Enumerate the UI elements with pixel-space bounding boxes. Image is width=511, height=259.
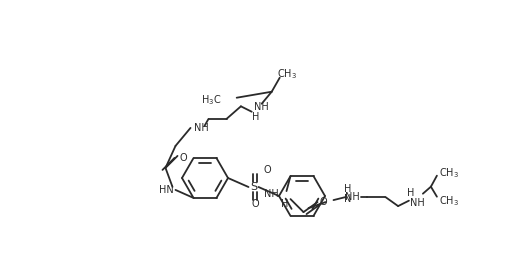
- Text: HN: HN: [159, 185, 174, 195]
- Text: O: O: [319, 197, 327, 207]
- Text: S: S: [250, 182, 257, 192]
- Text: O: O: [179, 153, 187, 163]
- Text: O: O: [264, 165, 271, 175]
- Text: NH: NH: [264, 189, 278, 199]
- Text: H: H: [407, 188, 414, 198]
- Text: NH: NH: [345, 192, 360, 202]
- Text: NH: NH: [253, 102, 268, 112]
- Text: H: H: [252, 112, 260, 122]
- Text: H$_3$C: H$_3$C: [201, 93, 222, 107]
- Text: O: O: [251, 199, 259, 209]
- Text: N: N: [344, 194, 351, 204]
- Text: CH$_3$: CH$_3$: [439, 166, 459, 179]
- Text: NH: NH: [410, 198, 425, 208]
- Text: H: H: [281, 199, 288, 209]
- Text: NH: NH: [194, 123, 208, 133]
- Text: H: H: [344, 184, 351, 194]
- Text: CH$_3$: CH$_3$: [276, 67, 297, 81]
- Text: CH$_3$: CH$_3$: [439, 194, 459, 207]
